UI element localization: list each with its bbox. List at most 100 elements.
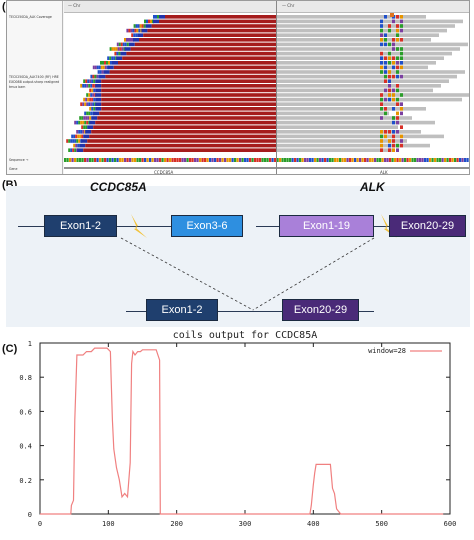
read-mismatch	[68, 139, 71, 143]
read-mismatch	[110, 61, 112, 65]
read-mismatch	[400, 47, 403, 51]
read-segment	[99, 74, 106, 79]
sequence-base	[251, 158, 254, 162]
sequence-base	[409, 158, 412, 162]
read-mismatch	[384, 56, 387, 60]
read-mismatch	[392, 61, 395, 65]
read-mismatch	[392, 38, 395, 42]
read-segment	[277, 139, 407, 143]
read-mismatch	[92, 74, 95, 79]
read-mismatch	[384, 15, 387, 19]
y-tick-label: 0.8	[19, 374, 32, 382]
read-mismatch	[79, 116, 82, 120]
read-mismatch	[80, 120, 83, 125]
read-mismatch	[396, 28, 399, 33]
sequence-base	[241, 158, 244, 162]
read-segment	[113, 65, 276, 70]
read-mismatch	[133, 24, 136, 28]
read-mismatch	[82, 102, 85, 106]
x-tick-label: 600	[444, 520, 457, 528]
sequence-base	[416, 158, 419, 162]
sequence-base	[359, 158, 362, 162]
read-mismatch	[89, 97, 92, 102]
read-mismatch	[116, 42, 119, 47]
read-segment	[277, 130, 421, 134]
read-mismatch	[396, 47, 399, 51]
read-mismatch	[83, 116, 86, 120]
read-mismatch	[113, 56, 116, 60]
sequence-base	[381, 158, 384, 162]
read-segment	[101, 79, 276, 83]
read-mismatch	[135, 24, 138, 28]
read-mismatch	[109, 47, 112, 51]
read-segment	[95, 107, 102, 111]
read-segment	[101, 102, 276, 106]
read-mismatch	[85, 125, 88, 129]
read-mismatch	[100, 65, 103, 70]
read-segment	[277, 111, 389, 116]
sample-name-label: TEC0250DA_ALK Coverage	[9, 15, 52, 19]
read-segment	[101, 107, 276, 111]
read-mismatch	[72, 148, 75, 152]
sequence-base	[91, 158, 94, 162]
read-segment	[81, 139, 88, 143]
sequence-base	[184, 158, 187, 162]
read-mismatch	[400, 139, 403, 143]
gene-track-ccdc85a: CCDC85A	[154, 170, 174, 175]
sequence-base	[129, 158, 132, 162]
sequence-base	[249, 158, 252, 162]
sequence-base	[394, 158, 397, 162]
read-mismatch	[400, 107, 403, 111]
sequence-base	[239, 158, 242, 162]
sequence-base	[299, 158, 302, 162]
read-mismatch	[81, 134, 84, 139]
read-mismatch	[137, 24, 140, 28]
read-mismatch	[400, 19, 403, 24]
read-mismatch	[384, 79, 387, 83]
read-mismatch	[392, 139, 395, 143]
read-mismatch	[384, 107, 387, 111]
sequence-base	[389, 158, 392, 162]
read-mismatch	[396, 120, 399, 125]
read-segment	[147, 28, 276, 33]
sequence-base	[121, 158, 124, 162]
read-mismatch	[72, 139, 75, 143]
sequence-base	[449, 158, 452, 162]
read-mismatch	[76, 130, 79, 134]
sequence-base	[314, 158, 317, 162]
sequence-base	[336, 158, 339, 162]
read-mismatch	[384, 134, 387, 139]
read-mismatch	[98, 65, 101, 70]
read-mismatch	[384, 70, 387, 74]
read-segment	[89, 120, 96, 125]
read-mismatch	[400, 15, 403, 19]
sequence-base	[276, 158, 279, 162]
sequence-base	[354, 158, 357, 162]
read-mismatch	[392, 47, 395, 51]
read-mismatch	[380, 28, 383, 33]
read-segment	[79, 143, 86, 148]
read-mismatch	[83, 97, 86, 102]
sequence-base	[444, 158, 447, 162]
read-mismatch	[139, 24, 142, 28]
sequence-base	[274, 158, 277, 162]
y-tick-label: 0	[28, 511, 32, 519]
read-mismatch	[134, 28, 137, 33]
sequence-base	[224, 158, 227, 162]
read-segment	[153, 19, 159, 24]
read-segment	[277, 148, 393, 152]
read-mismatch	[380, 19, 383, 24]
read-segment	[134, 42, 276, 47]
read-mismatch	[118, 42, 121, 47]
read-mismatch	[396, 65, 399, 70]
read-mismatch	[91, 107, 94, 111]
read-mismatch	[86, 93, 89, 97]
sequence-base	[326, 158, 329, 162]
read-mismatch	[90, 84, 93, 88]
read-segment	[277, 70, 465, 74]
read-mismatch	[80, 102, 83, 106]
read-mismatch	[388, 88, 391, 93]
sequence-base	[351, 158, 354, 162]
sequence-base	[311, 158, 314, 162]
read-segment	[277, 51, 452, 56]
